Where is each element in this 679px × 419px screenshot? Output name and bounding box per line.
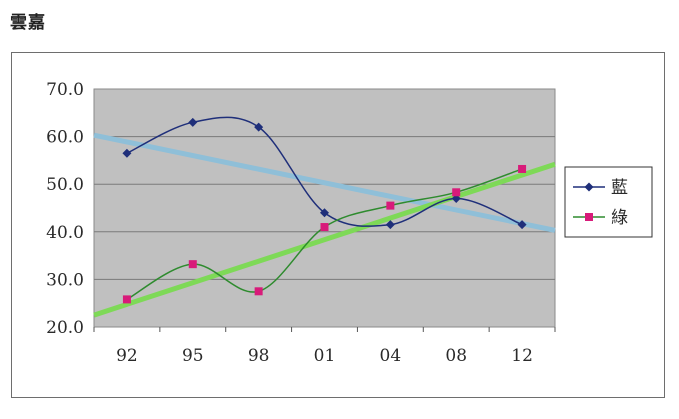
x-tick-label: 98 — [248, 346, 270, 366]
legend-box — [564, 166, 653, 238]
x-tick-label: 12 — [511, 346, 533, 366]
data-point-square — [452, 188, 461, 197]
legend-marker-square — [585, 213, 593, 221]
x-tick-label: 95 — [182, 346, 204, 366]
x-axis-ticks: 92 95 98 01 04 08 12 — [93, 327, 556, 366]
data-point-diamond — [517, 220, 527, 230]
y-tick-label: 30.0 — [46, 270, 84, 290]
legend: 藍綠 — [564, 166, 653, 238]
data-point-diamond — [385, 220, 395, 230]
x-tick-label: 08 — [445, 346, 467, 366]
legend-label: 藍 — [611, 178, 628, 198]
trendlines — [93, 132, 556, 318]
y-tick-label: 40.0 — [46, 223, 84, 243]
chart-frame: 70.0 60.0 50.0 40.0 30.0 20.0 92 95 98 01 04 08 12 … — [11, 52, 665, 398]
data-point-square — [254, 287, 263, 296]
data-point-diamond — [188, 117, 198, 127]
y-tick-label: 70.0 — [46, 80, 84, 100]
data-point-diamond — [122, 148, 132, 158]
data-point-square — [386, 201, 395, 210]
y-tick-label: 60.0 — [46, 128, 84, 148]
x-tick-label: 01 — [314, 346, 336, 366]
y-tick-label: 50.0 — [46, 175, 84, 195]
line-chart: 70.060.050.040.030.020.0 92 95 98 01 04 08 12 … — [46, 80, 653, 366]
y-tick-label: 20.0 — [46, 318, 84, 338]
series-markers — [122, 117, 527, 304]
page-title: 雲嘉 — [10, 13, 46, 33]
legend-label: 綠 — [611, 208, 628, 228]
data-point-diamond — [254, 122, 264, 132]
x-tick-label: 04 — [380, 346, 402, 366]
x-tick-label: 92 — [116, 346, 138, 366]
trendline — [93, 132, 556, 233]
data-point-square — [320, 223, 329, 232]
trendline — [93, 161, 556, 318]
data-point-square — [188, 260, 197, 269]
data-point-square — [122, 295, 131, 304]
data-point-square — [518, 164, 527, 173]
y-axis-ticks: 70.0 60.0 50.0 40.0 30.0 20.0 — [46, 80, 84, 338]
legend-marker-diamond — [584, 182, 594, 192]
data-point-diamond — [320, 208, 329, 218]
